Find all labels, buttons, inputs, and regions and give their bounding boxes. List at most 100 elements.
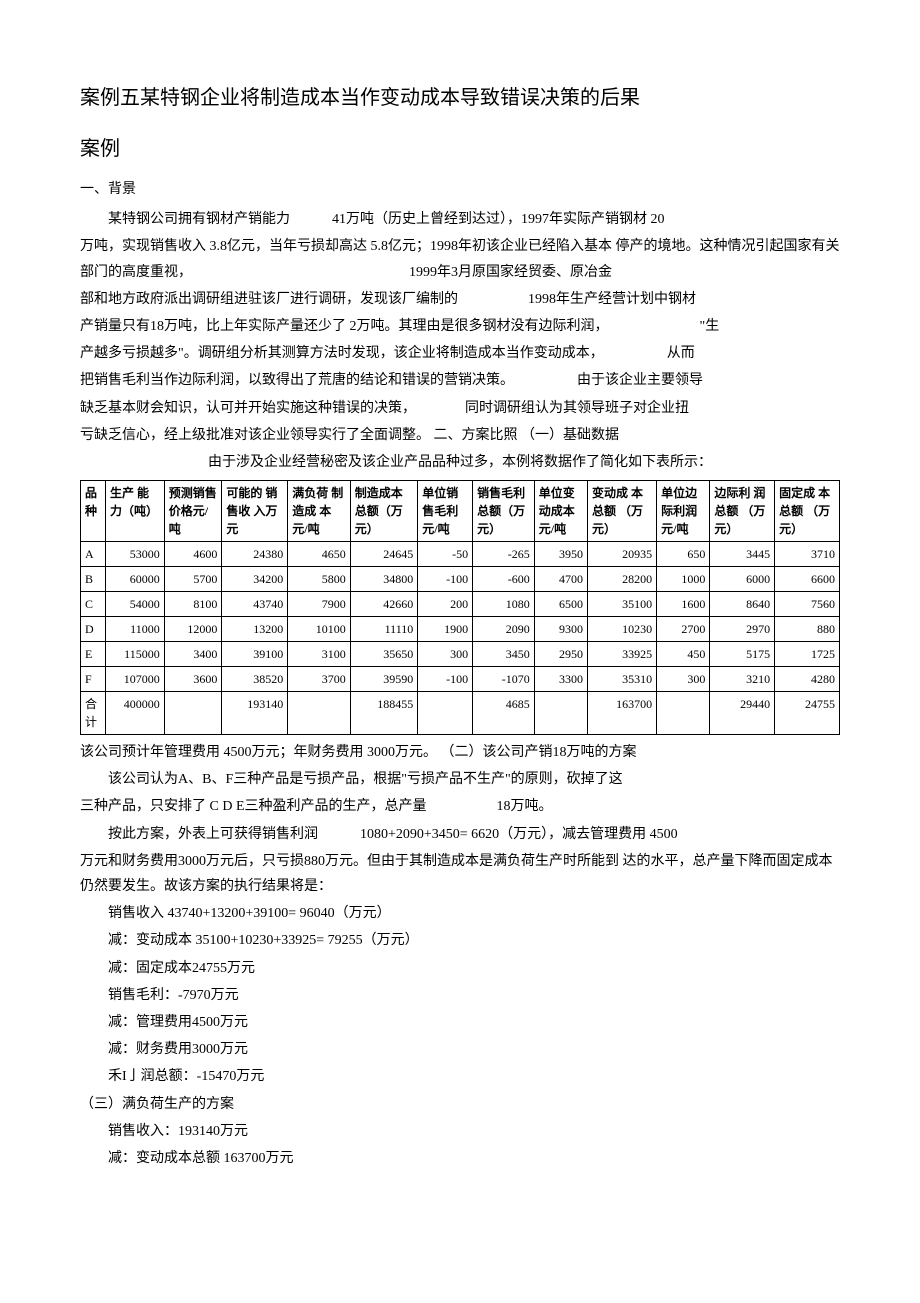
table-cell: 2090	[473, 617, 535, 642]
table-row: E115000340039100310035650300345029503392…	[81, 642, 840, 667]
table-cell: 39590	[350, 667, 418, 692]
table-cell: 42660	[350, 592, 418, 617]
table-cell	[164, 692, 222, 735]
table-cell: 6000	[710, 567, 775, 592]
table-header-cell: 单位变动成本元/吨	[534, 481, 587, 542]
table-cell: 3210	[710, 667, 775, 692]
table-cell: 34800	[350, 567, 418, 592]
paragraph: 该公司预计年管理费用 4500万元；年财务费用 3000万元。 （二）该公司产销…	[80, 740, 840, 765]
calc-line: 销售收入 43740+13200+39100= 96040（万元）	[108, 901, 840, 926]
table-cell: 4685	[473, 692, 535, 735]
table-cell: 11110	[350, 617, 418, 642]
table-cell: C	[81, 592, 106, 617]
table-cell: 10230	[587, 617, 656, 642]
table-cell: 合计	[81, 692, 106, 735]
calc-line: 减：变动成本 35100+10230+33925= 79255（万元）	[108, 928, 840, 953]
table-row: A53000460024380465024645-50-265395020935…	[81, 542, 840, 567]
table-cell: 115000	[106, 642, 165, 667]
paragraph: 由于涉及企业经营秘密及该企业产品品种过多，本例将数据作了简化如下表所示：	[80, 450, 840, 475]
table-row: 合计40000019314018845546851637002944024755	[81, 692, 840, 735]
table-header-cell: 销售毛利总额（万元）	[473, 481, 535, 542]
doc-title: 案例五某特钢企业将制造成本当作变动成本导致错误决策的后果	[80, 80, 840, 116]
table-cell: 3445	[710, 542, 775, 567]
table-cell: 400000	[106, 692, 165, 735]
table-cell: 300	[657, 667, 710, 692]
table-cell: 2950	[534, 642, 587, 667]
table-cell	[534, 692, 587, 735]
table-cell: -100	[418, 567, 473, 592]
table-cell: 880	[775, 617, 840, 642]
table-header-cell: 制造成本总额（万元）	[350, 481, 418, 542]
table-cell: 3700	[288, 667, 350, 692]
table-cell: -1070	[473, 667, 535, 692]
table-header-cell: 单位销 售毛利 元/吨	[418, 481, 473, 542]
table-header-cell: 预测销售价格元/吨	[164, 481, 222, 542]
table-cell: 29440	[710, 692, 775, 735]
table-cell: 4650	[288, 542, 350, 567]
table-cell: 4600	[164, 542, 222, 567]
paragraph: 缺乏基本财会知识，认可并开始实施这种错误的决策， 同时调研组认为其领导班子对企业…	[80, 396, 840, 421]
table-cell: 24645	[350, 542, 418, 567]
section-3-label: （三）满负荷生产的方案	[80, 1092, 840, 1117]
table-header-cell: 生产 能力（吨）	[106, 481, 165, 542]
table-cell: 5800	[288, 567, 350, 592]
doc-subtitle: 案例	[80, 131, 840, 167]
table-header-cell: 品 种	[81, 481, 106, 542]
table-cell: 5175	[710, 642, 775, 667]
table-cell: 1600	[657, 592, 710, 617]
table-cell: 10100	[288, 617, 350, 642]
table-header-cell: 满负荷 制造成 本元/吨	[288, 481, 350, 542]
table-cell: 34200	[222, 567, 288, 592]
table-cell: 3950	[534, 542, 587, 567]
table-cell: 4280	[775, 667, 840, 692]
table-cell: 107000	[106, 667, 165, 692]
table-cell: -600	[473, 567, 535, 592]
table-cell	[418, 692, 473, 735]
table-cell: 1000	[657, 567, 710, 592]
table-cell: 3450	[473, 642, 535, 667]
table-cell: 2970	[710, 617, 775, 642]
table-cell: 6500	[534, 592, 587, 617]
table-cell: 9300	[534, 617, 587, 642]
table-cell: 35650	[350, 642, 418, 667]
table-row: F107000360038520370039590-100-1070330035…	[81, 667, 840, 692]
table-row: C540008100437407900426602001080650035100…	[81, 592, 840, 617]
table-cell: 450	[657, 642, 710, 667]
table-header-row: 品 种生产 能力（吨）预测销售价格元/吨可能的 销售收 入万元满负荷 制造成 本…	[81, 481, 840, 542]
table-cell: 53000	[106, 542, 165, 567]
calc-line: 减：管理费用4500万元	[108, 1010, 840, 1035]
table-cell	[288, 692, 350, 735]
table-cell: 54000	[106, 592, 165, 617]
table-cell: 33925	[587, 642, 656, 667]
table-cell: 24380	[222, 542, 288, 567]
calc-line: 减：固定成本24755万元	[108, 956, 840, 981]
table-cell: 1900	[418, 617, 473, 642]
table-cell: 3600	[164, 667, 222, 692]
table-cell: -100	[418, 667, 473, 692]
table-cell: 38520	[222, 667, 288, 692]
table-header-cell: 边际利 润总额 （万元）	[710, 481, 775, 542]
table-cell: F	[81, 667, 106, 692]
table-cell: 11000	[106, 617, 165, 642]
table-cell: 193140	[222, 692, 288, 735]
table-cell: 28200	[587, 567, 656, 592]
table-cell: 3100	[288, 642, 350, 667]
table-cell: A	[81, 542, 106, 567]
table-cell: D	[81, 617, 106, 642]
table-header-cell: 变动成 本总额 （万元）	[587, 481, 656, 542]
table-cell: 200	[418, 592, 473, 617]
paragraph: 产越多亏损越多"。调研组分析其测算方法时发现，该企业将制造成本当作变动成本， 从…	[80, 341, 840, 366]
table-cell: 7560	[775, 592, 840, 617]
table-cell: 3300	[534, 667, 587, 692]
table-cell: -50	[418, 542, 473, 567]
data-table: 品 种生产 能力（吨）预测销售价格元/吨可能的 销售收 入万元满负荷 制造成 本…	[80, 480, 840, 735]
table-header-cell: 可能的 销售收 入万元	[222, 481, 288, 542]
table-cell: 650	[657, 542, 710, 567]
table-cell: 39100	[222, 642, 288, 667]
calc-line: 销售毛利：-7970万元	[108, 983, 840, 1008]
section-1-label: 一、背景	[80, 177, 840, 202]
table-cell: 4700	[534, 567, 587, 592]
paragraph: 按此方案，外表上可获得销售利润 1080+2090+3450= 6620（万元）…	[80, 822, 840, 847]
calc-line: 禾I亅润总额：-15470万元	[108, 1064, 840, 1089]
table-cell: 20935	[587, 542, 656, 567]
